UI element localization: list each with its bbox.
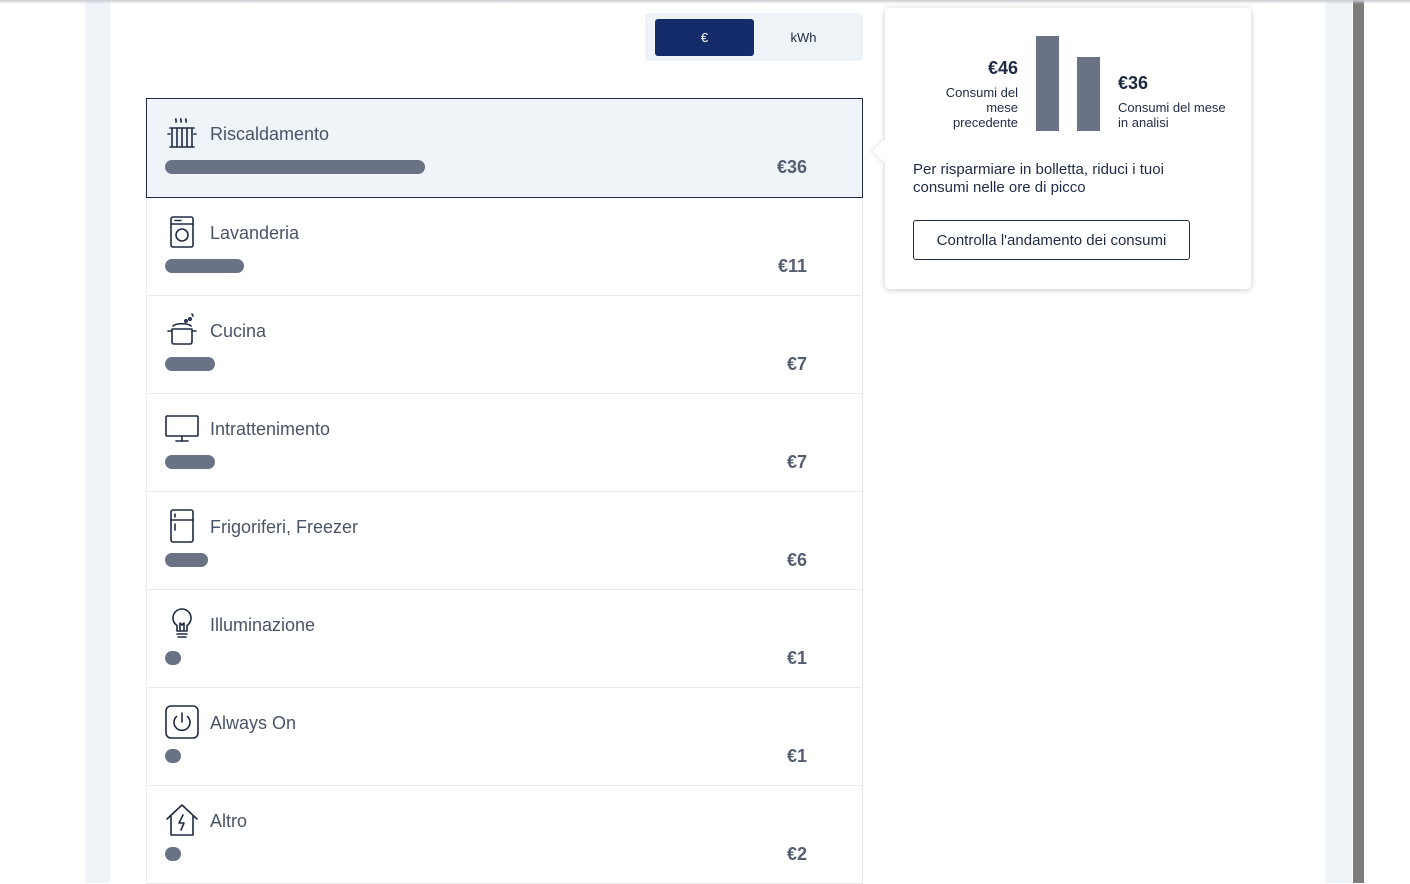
category-row-frigoriferi-freezer[interactable]: Frigoriferi, Freezer €6 xyxy=(146,492,863,590)
category-row-altro[interactable]: Altro €2 xyxy=(146,786,863,884)
page-margin-right xyxy=(1325,0,1352,883)
category-label: Altro xyxy=(210,811,248,831)
previous-month-label: Consumi del mese precedente xyxy=(945,85,1018,130)
category-bar xyxy=(165,749,181,763)
unit-toggle: € kWh xyxy=(645,13,863,61)
category-row-cucina[interactable]: Cucina €7 xyxy=(146,296,863,394)
category-value: €7 xyxy=(786,452,807,472)
category-value: €1 xyxy=(786,746,807,766)
current-month-label: Consumi del mese in analisi xyxy=(1118,100,1226,130)
house-bolt-icon xyxy=(164,802,200,838)
fridge-icon xyxy=(164,508,200,544)
category-label: Cucina xyxy=(210,321,267,341)
category-row-illuminazione[interactable]: Illuminazione €1 xyxy=(146,590,863,688)
category-bar xyxy=(165,357,215,371)
category-label: Riscaldamento xyxy=(210,124,330,144)
category-value: €7 xyxy=(786,354,807,374)
category-value: €36 xyxy=(776,157,807,177)
saving-tip: Per risparmiare in bolletta, riduci i tu… xyxy=(913,161,1164,196)
top-shadow xyxy=(0,0,1410,4)
category-value: €11 xyxy=(777,256,807,276)
category-label: Intrattenimento xyxy=(210,419,331,439)
lightbulb-icon xyxy=(164,606,200,642)
popover-arrow xyxy=(872,139,896,163)
category-label: Lavanderia xyxy=(210,223,300,243)
current-month-value: €36 xyxy=(1118,73,1149,93)
comparison-popover: €46 Consumi del mese precedente €36 Cons… xyxy=(872,8,1251,289)
previous-month-bar xyxy=(1036,36,1059,131)
category-label: Always On xyxy=(210,713,297,733)
page-margin-left xyxy=(85,0,110,883)
washing-machine-icon xyxy=(164,214,200,250)
category-row-intrattenimento[interactable]: Intrattenimento €7 xyxy=(146,394,863,492)
kwh-toggle-button[interactable]: kWh xyxy=(790,30,817,45)
previous-month-value: €46 xyxy=(987,58,1018,78)
category-bar xyxy=(165,455,215,469)
category-value: €6 xyxy=(786,550,807,570)
category-value: €1 xyxy=(786,648,807,668)
cooking-pot-icon xyxy=(164,312,200,348)
radiator-icon xyxy=(164,115,200,151)
category-label: Illuminazione xyxy=(210,615,316,635)
category-row-riscaldamento[interactable]: Riscaldamento €36 xyxy=(146,98,863,198)
category-row-always-on[interactable]: Always On €1 xyxy=(146,688,863,786)
category-row-lavanderia[interactable]: Lavanderia €11 xyxy=(146,198,863,296)
category-label: Frigoriferi, Freezer xyxy=(210,517,359,537)
euro-toggle-button[interactable]: € xyxy=(655,19,754,56)
category-value: €2 xyxy=(786,844,807,864)
current-month-bar xyxy=(1077,57,1100,131)
scrollbar[interactable] xyxy=(1353,0,1364,883)
check-consumption-trend-button[interactable]: Controlla l'andamento dei consumi xyxy=(913,220,1190,260)
category-bar xyxy=(165,651,181,665)
consumption-category-list: Riscaldamento €36 Lavanderia €11 Cucina €7 Int… xyxy=(146,98,863,884)
power-icon xyxy=(164,704,200,740)
category-bar xyxy=(165,847,181,861)
monitor-icon xyxy=(164,410,200,446)
category-bar xyxy=(165,259,244,273)
category-bar xyxy=(165,160,425,174)
category-bar xyxy=(165,553,208,567)
